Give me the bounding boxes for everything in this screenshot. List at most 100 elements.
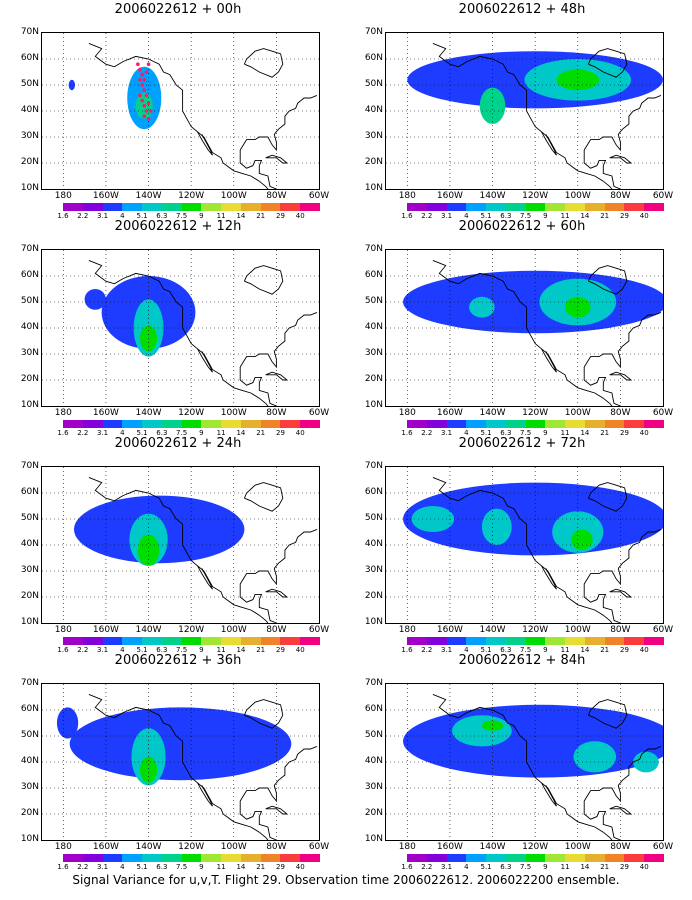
color-bar-label: 7.5 [520,646,532,654]
color-bar-label: 5.1 [480,646,492,654]
color-bar-label: 40 [639,212,649,220]
color-bar-swatch [300,637,320,645]
color-bar-swatch [63,637,83,645]
color-bar-label: 29 [275,863,285,871]
color-bar-label: 5.1 [136,646,148,654]
variance-field [56,707,292,786]
color-bar-swatch [505,420,526,428]
longitude-tick-label: 60W [308,408,330,418]
color-bar-label: 6.3 [156,429,168,437]
color-bar-labels: 1.6 2.2 3.1 4 5.1 6.3 7.5 9 11 14 21 29 40 [401,212,664,221]
latitude-tick-label: 70N [20,461,39,471]
variance-contour [56,707,79,739]
latitude-tick-label: 20N [20,808,39,818]
color-bar-swatch [201,203,222,211]
color-bar-swatch [565,637,585,645]
latitude-tick-label: 50N [20,730,39,740]
color-bar-label: 4 [120,212,125,220]
color-bar-label: 3.1 [96,646,109,654]
latitude-tick-label: 40N [20,322,39,332]
color-bar [407,854,664,862]
observation-point [138,93,142,98]
longitude-tick-label: 140W [479,842,506,852]
latitude-tick-label: 70N [364,27,383,37]
figure-caption: Signal Variance for u,v,T. Flight 29. Ob… [72,873,620,887]
color-bar-label: 6.3 [156,646,168,654]
variance-contour [573,741,617,773]
color-bar-label: 2.2 [421,212,433,220]
color-bar-swatch [201,420,222,428]
color-bar-swatch [584,637,605,645]
color-bar-label: 2.2 [421,429,433,437]
color-bar-swatch [122,420,143,428]
color-bar-swatch [142,420,162,428]
color-bar-swatch [446,203,467,211]
latitude-tick-label: 30N [364,565,383,575]
color-bar-labels: 1.6 2.2 3.1 4 5.1 6.3 7.5 9 11 14 21 29 40 [57,429,320,438]
color-bar [407,420,664,428]
color-bar-swatch [181,203,202,211]
color-bar-label: 11 [216,212,226,220]
color-bar-swatch [181,420,202,428]
color-bar-swatch [240,854,261,862]
longitude-tick-label: 140W [479,625,506,635]
color-bar-swatch [624,854,645,862]
map-plot-area [41,32,320,190]
variance-contour [564,296,591,318]
longitude-tick-label: 120W [522,191,549,201]
observation-point [148,109,153,113]
color-bar-swatch [426,637,447,645]
color-bar-swatch [201,637,222,645]
coastlines [432,476,662,623]
latitude-tick-label: 20N [20,374,39,384]
panel-title: 2006022612 + 24h [114,436,242,451]
latitude-tick-label: 30N [20,348,39,358]
variance-contour [481,720,504,731]
observation-point [140,83,144,87]
latitude-tick-label: 40N [20,105,39,115]
color-bar-label: 40 [295,212,305,220]
color-bar-swatch [161,854,182,862]
color-bar-label: 9 [199,863,204,871]
color-bar-label: 29 [619,212,629,220]
color-bar-label: 21 [256,646,266,654]
color-bar-label: 4 [120,429,125,437]
color-bar-label: 6.3 [500,212,512,220]
coastlines [88,259,318,406]
color-bar-swatch [407,854,427,862]
longitude-tick-label: 140W [135,625,162,635]
latitude-tick-label: 70N [364,678,383,688]
color-bar-swatch [82,854,103,862]
map-panel: 2006022612 + 00h 70N 60N 50N 40N 30N 20N 10N 180… [8,2,348,220]
color-bar-swatch [260,420,281,428]
variance-contour [68,79,76,91]
color-bar-label: 4 [120,863,125,871]
color-bar-swatch [466,854,487,862]
color-bar-label: 21 [600,429,610,437]
color-bar-label: 40 [295,429,305,437]
color-bar-swatch [260,637,281,645]
color-bar-swatch [525,420,546,428]
color-bar-swatch [466,420,487,428]
color-bar-label: 7.5 [176,863,188,871]
color-bar-swatch [525,854,546,862]
color-bar-label: 7.5 [520,863,532,871]
color-bar-label: 14 [580,646,590,654]
color-bar-swatch [545,203,566,211]
variance-contour [69,707,292,781]
color-bar-label: 9 [543,863,548,871]
color-bar-label: 9 [543,646,548,654]
color-bar-swatch [82,637,103,645]
variance-map [42,250,319,406]
longitude-tick-label: 120W [522,408,549,418]
color-bar-swatch [644,854,664,862]
color-bar-labels: 1.6 2.2 3.1 4 5.1 6.3 7.5 9 11 14 21 29 40 [401,646,664,655]
observation-point [146,62,151,66]
color-bar-swatch [407,203,427,211]
color-bar-swatch [280,637,301,645]
longitude-tick-label: 100W [564,842,591,852]
longitude-tick-label: 160W [436,842,463,852]
map-plot-area [385,466,664,624]
observation-point [144,93,149,98]
latitude-tick-label: 70N [20,678,39,688]
